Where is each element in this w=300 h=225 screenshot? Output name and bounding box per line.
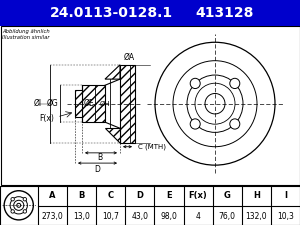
Text: 98,0: 98,0: [160, 212, 177, 221]
Text: 43,0: 43,0: [131, 212, 148, 221]
Circle shape: [11, 198, 14, 201]
Text: ØG: ØG: [47, 99, 59, 108]
Text: ØE: ØE: [84, 99, 94, 108]
Circle shape: [190, 78, 200, 89]
Bar: [75, 90, 82, 117]
Circle shape: [190, 119, 200, 129]
Circle shape: [23, 210, 27, 213]
Circle shape: [155, 42, 275, 165]
Circle shape: [11, 210, 14, 213]
Bar: [120, 65, 135, 143]
Polygon shape: [105, 65, 120, 79]
Text: C: C: [108, 191, 114, 200]
Text: F(x): F(x): [40, 114, 54, 123]
Text: A: A: [49, 191, 56, 200]
Text: B: B: [98, 153, 103, 162]
Bar: [82, 85, 105, 122]
Text: ØH: ØH: [100, 101, 110, 107]
Text: E: E: [166, 191, 172, 200]
Text: Abbildung ähnlich
Illustration similar: Abbildung ähnlich Illustration similar: [2, 29, 50, 40]
Text: 24.0113-0128.1: 24.0113-0128.1: [50, 6, 172, 20]
Polygon shape: [105, 128, 120, 143]
Circle shape: [205, 93, 225, 114]
Text: ØI: ØI: [34, 99, 42, 108]
Text: 76,0: 76,0: [219, 212, 236, 221]
Circle shape: [17, 203, 21, 207]
Text: 132,0: 132,0: [245, 212, 267, 221]
Text: 4: 4: [196, 212, 200, 221]
Text: 13,0: 13,0: [73, 212, 90, 221]
Text: F(x): F(x): [189, 191, 208, 200]
Text: 413128: 413128: [196, 6, 254, 20]
Text: 10,7: 10,7: [102, 212, 119, 221]
Text: G: G: [224, 191, 231, 200]
Circle shape: [230, 78, 240, 89]
Circle shape: [230, 119, 240, 129]
Text: ØA: ØA: [123, 53, 135, 62]
Text: 10,3: 10,3: [277, 212, 294, 221]
Text: D: D: [94, 165, 100, 174]
Text: D: D: [136, 191, 143, 200]
Text: 273,0: 273,0: [42, 212, 63, 221]
Text: I: I: [284, 191, 287, 200]
Text: C (MTH): C (MTH): [138, 144, 166, 150]
Text: ate: ate: [202, 104, 243, 124]
Text: B: B: [79, 191, 85, 200]
Text: H: H: [253, 191, 260, 200]
Circle shape: [23, 198, 27, 201]
